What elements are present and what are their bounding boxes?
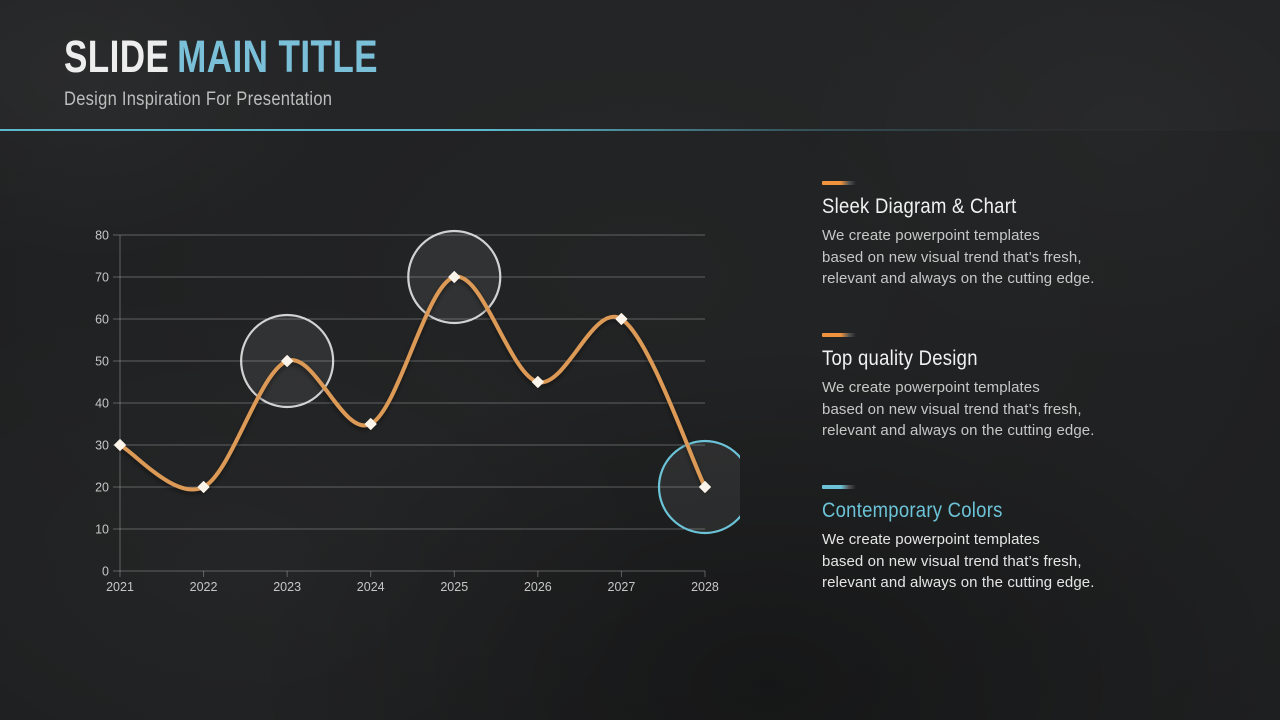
title-accent: MAIN TITLE	[177, 31, 378, 82]
chart-point-marker	[698, 481, 711, 493]
chart-y-tick-label: 60	[95, 313, 109, 327]
card-accent-line	[822, 485, 856, 489]
chart-y-tick-label: 0	[102, 565, 109, 579]
card-body: We create powerpoint templates based on …	[822, 379, 1095, 440]
chart-x-tick-label: 2024	[357, 580, 385, 594]
line-chart: 0 10 20 30 40 50 60 70 80 2021 2022 2023 2024 2025 202…	[80, 222, 740, 604]
card-accent-line	[822, 181, 856, 185]
chart-y-tick-label: 30	[95, 439, 109, 453]
chart-y-tick-label: 20	[95, 481, 109, 495]
chart-point-marker	[281, 355, 294, 367]
card-sleek-diagram: Sleek Diagram & Chart We create powerpoi…	[822, 181, 1122, 290]
header: SLIDE MAIN TITLE Design Inspiration For P…	[0, 0, 1280, 130]
chart-y-tick-label: 70	[95, 271, 109, 285]
card-contemporary-colors: Contemporary Colors We create powerpoint…	[822, 485, 1122, 594]
chart-x-tick-label: 2027	[608, 580, 636, 594]
chart-x-tick-label: 2025	[440, 580, 468, 594]
chart-point-marker	[114, 439, 126, 451]
chart-x-tick-label: 2021	[106, 580, 134, 594]
card-body: We create powerpoint templates based on …	[822, 227, 1095, 288]
chart-y-tick-label: 50	[95, 355, 109, 369]
chart-point-marker	[531, 376, 544, 388]
card-title: Top quality Design	[822, 347, 978, 370]
card-title: Sleek Diagram & Chart	[822, 195, 1017, 218]
card-body: We create powerpoint templates based on …	[822, 531, 1095, 592]
chart-y-tick-label: 80	[95, 229, 109, 243]
chart-line-series	[118, 274, 707, 492]
chart-y-tick-label: 10	[95, 523, 109, 537]
page-subtitle: Design Inspiration For Presentation	[64, 89, 333, 110]
chart-point-marker	[448, 271, 461, 283]
page-title: SLIDE MAIN TITLE	[64, 33, 378, 80]
card-accent-line	[822, 333, 856, 337]
header-divider-line	[0, 129, 1280, 131]
chart-point-marker	[615, 313, 628, 325]
chart-y-tick-label: 40	[95, 397, 109, 411]
chart-x-tick-label: 2022	[190, 580, 218, 594]
chart-x-tick-label: 2026	[524, 580, 552, 594]
chart-point-marker	[197, 481, 210, 493]
card-top-quality: Top quality Design We create powerpoint …	[822, 333, 1122, 442]
line-chart-svg: 0 10 20 30 40 50 60 70 80 2021 2022 2023 2024 2025 202…	[95, 229, 740, 594]
title-primary: SLIDE	[64, 31, 170, 82]
chart-point-marker	[364, 418, 377, 430]
chart-x-tick-label: 2028	[691, 580, 719, 594]
chart-x-tick-label: 2023	[273, 580, 301, 594]
card-title: Contemporary Colors	[822, 499, 1003, 522]
